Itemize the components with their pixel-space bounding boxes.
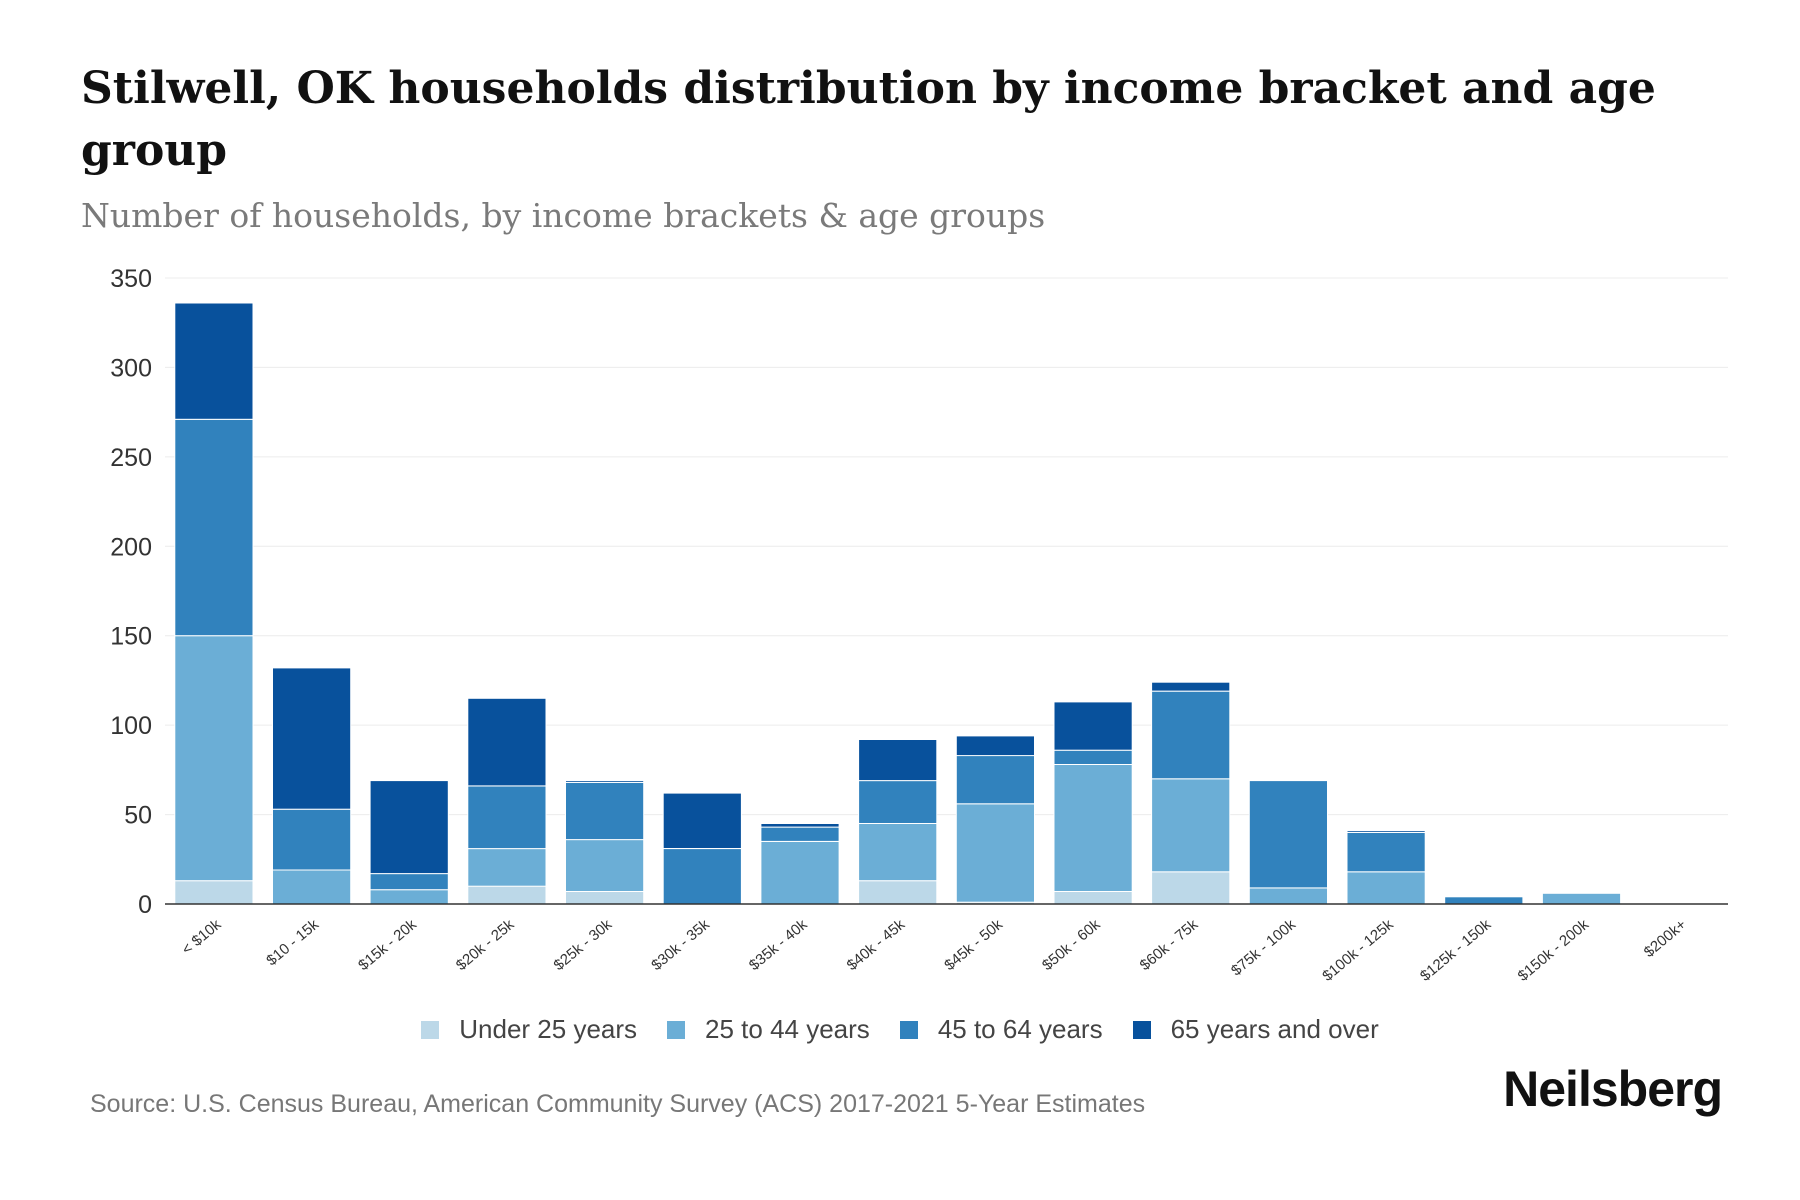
bar-segment-7-2 — [858, 780, 938, 824]
bar-segment-2-3 — [369, 780, 449, 875]
bar-segment-8-1 — [955, 803, 1035, 903]
bar-segment-5-3 — [662, 792, 742, 849]
source-note: Source: U.S. Census Bureau, American Com… — [90, 1090, 1146, 1118]
bar-segment-4-3 — [565, 780, 645, 783]
bar-segment-12-3 — [1346, 830, 1426, 834]
legend-swatch-25-44 — [667, 1020, 686, 1039]
bar-segment-6-1 — [760, 840, 840, 905]
legend-item-25-44: 25 to 44 years — [667, 1014, 870, 1045]
bar-segment-0-0 — [174, 880, 254, 905]
bar-segment-13-2 — [1444, 896, 1524, 905]
x-tick-label-8: $45k - 50k — [941, 916, 1006, 974]
chart-legend: Under 25 years 25 to 44 years 45 to 64 y… — [0, 1014, 1800, 1045]
bar-segment-5-2 — [662, 848, 742, 905]
bar-segment-10-2 — [1151, 690, 1231, 780]
bar-segment-1-3 — [272, 667, 352, 810]
x-tick-label-10: $60k - 75k — [1137, 916, 1202, 974]
bar-segment-10-1 — [1151, 778, 1231, 873]
bar-segment-3-2 — [467, 785, 547, 850]
bar-segment-9-0 — [1053, 891, 1133, 905]
bar-segment-12-2 — [1346, 832, 1426, 873]
chart-title: Stilwell, OK households distribution by … — [81, 63, 1656, 176]
bar-segment-4-1 — [565, 839, 645, 892]
bar-segment-11-2 — [1248, 780, 1329, 889]
bar-segment-0-2 — [174, 418, 254, 637]
legend-swatch-65-plus — [1132, 1020, 1151, 1039]
x-tick-label-2: $15k - 20k — [355, 916, 420, 974]
bar-segment-12-1 — [1346, 871, 1426, 905]
bar-segment-9-2 — [1053, 749, 1133, 766]
x-tick-label-4: $25k - 30k — [551, 916, 616, 974]
x-tick-label-13: $125k - 150k — [1417, 916, 1495, 985]
x-tick-label-0: < $10k — [179, 916, 225, 959]
x-tick-label-5: $30k - 35k — [648, 916, 713, 974]
bar-segment-0-3 — [174, 302, 254, 420]
x-tick-label-14: $150k - 200k — [1515, 916, 1593, 985]
legend-swatch-45-64 — [899, 1020, 918, 1039]
y-tick-label-200: 200 — [110, 533, 152, 561]
y-tick-label-300: 300 — [110, 354, 152, 382]
bar-segment-1-2 — [272, 808, 352, 871]
bar-segment-4-2 — [565, 781, 645, 841]
bar-segment-2-2 — [369, 873, 449, 891]
x-tick-label-7: $40k - 45k — [844, 916, 909, 974]
bar-segment-2-1 — [369, 889, 449, 905]
bar-segment-7-0 — [858, 880, 938, 905]
bar-segment-10-3 — [1151, 681, 1231, 692]
legend-label-under-25: Under 25 years — [459, 1014, 638, 1044]
legend-label-65-plus: 65 years and over — [1170, 1014, 1379, 1044]
bar-segment-8-3 — [955, 735, 1035, 757]
bar-segment-3-1 — [467, 848, 547, 887]
x-tick-label-15: $200k+ — [1641, 916, 1690, 961]
y-tick-label-150: 150 — [110, 623, 152, 651]
y-tick-label-350: 350 — [110, 265, 152, 293]
bar-segment-0-1 — [174, 635, 254, 882]
x-tick-label-6: $35k - 40k — [746, 916, 811, 974]
bar-segment-9-1 — [1053, 764, 1133, 892]
chart-subtitle: Number of households, by income brackets… — [81, 196, 1046, 235]
y-tick-label-100: 100 — [110, 712, 152, 740]
bar-segment-6-2 — [760, 826, 840, 842]
legend-item-65-plus: 65 years and over — [1132, 1014, 1379, 1045]
bar-segment-7-3 — [858, 739, 938, 782]
x-tick-label-1: $10 - 15k — [263, 916, 322, 970]
bar-segment-3-3 — [467, 697, 547, 787]
y-tick-label-50: 50 — [124, 802, 152, 830]
bar-segment-8-2 — [955, 755, 1035, 805]
bar-segment-4-0 — [565, 891, 645, 905]
x-tick-label-11: $75k - 100k — [1228, 916, 1299, 980]
x-tick-label-12: $100k - 125k — [1319, 916, 1397, 985]
stacked-bar-chart: 0 50 100 150 200 250 300 350 < $10k $10 - 15k $15k… — [110, 265, 1728, 985]
y-tick-label-0: 0 — [138, 891, 152, 919]
bar-segment-9-3 — [1053, 701, 1133, 751]
legend-label-25-44: 25 to 44 years — [705, 1014, 870, 1044]
bar-segment-3-0 — [467, 885, 547, 905]
bar-segment-1-1 — [272, 869, 352, 905]
legend-label-45-64: 45 to 64 years — [937, 1014, 1103, 1044]
x-tick-label-3: $20k - 25k — [453, 916, 518, 974]
bar-segment-14-1 — [1541, 892, 1622, 905]
bar-segment-11-1 — [1248, 887, 1329, 905]
legend-swatch-under-25 — [421, 1020, 440, 1039]
x-tick-label-9: $50k - 60k — [1039, 916, 1104, 974]
bar-segment-10-0 — [1151, 871, 1231, 905]
legend-item-45-64: 45 to 64 years — [899, 1014, 1103, 1045]
y-tick-label-250: 250 — [110, 444, 152, 472]
bar-segment-7-1 — [858, 823, 938, 882]
bar-segment-6-3 — [760, 823, 840, 828]
brand-logo: Neilsberg — [1503, 1061, 1723, 1117]
legend-item-under-25: Under 25 years — [421, 1014, 637, 1045]
